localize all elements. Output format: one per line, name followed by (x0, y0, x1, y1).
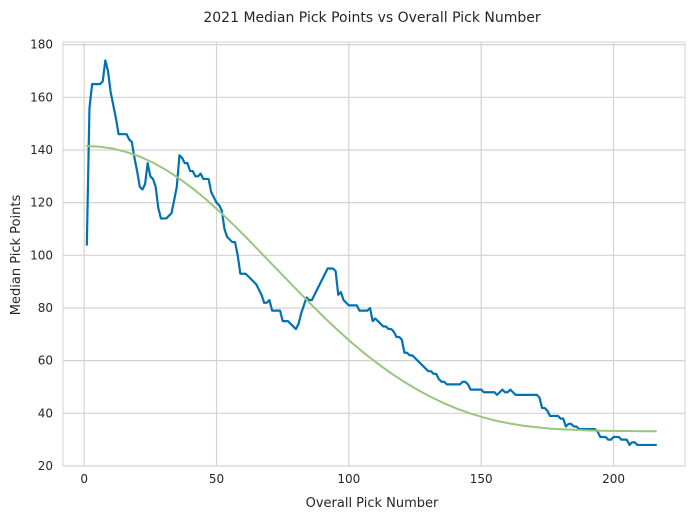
series-layer (85, 59, 657, 447)
y-tick-label: 100 (30, 248, 53, 262)
y-tick-labels: 20 40 60 80 100 120 140 160 180 (30, 38, 53, 473)
median-points-line (85, 59, 657, 447)
y-tick-label: 140 (30, 143, 53, 157)
x-tick-label: 0 (80, 472, 88, 486)
chart-title: 2021 Median Pick Points vs Overall Pick … (203, 10, 541, 26)
y-tick-label: 60 (38, 354, 53, 368)
x-tick-label: 100 (337, 472, 360, 486)
y-tick-label: 160 (30, 90, 53, 104)
y-tick-label: 180 (30, 38, 53, 52)
fit-curve-line (85, 145, 657, 433)
grid-lines (63, 42, 685, 467)
x-tick-label: 200 (602, 472, 625, 486)
y-tick-label: 120 (30, 196, 53, 210)
x-tick-label: 150 (470, 472, 493, 486)
x-axis-label: Overall Pick Number (306, 496, 439, 511)
y-tick-label: 20 (38, 459, 53, 473)
y-tick-label: 80 (38, 301, 53, 315)
x-tick-labels: 0 50 100 150 200 (80, 472, 625, 486)
x-tick-label: 50 (209, 472, 224, 486)
plot-frame (62, 41, 686, 467)
y-tick-label: 40 (38, 406, 53, 420)
y-axis-label: Median Pick Points (9, 195, 24, 316)
